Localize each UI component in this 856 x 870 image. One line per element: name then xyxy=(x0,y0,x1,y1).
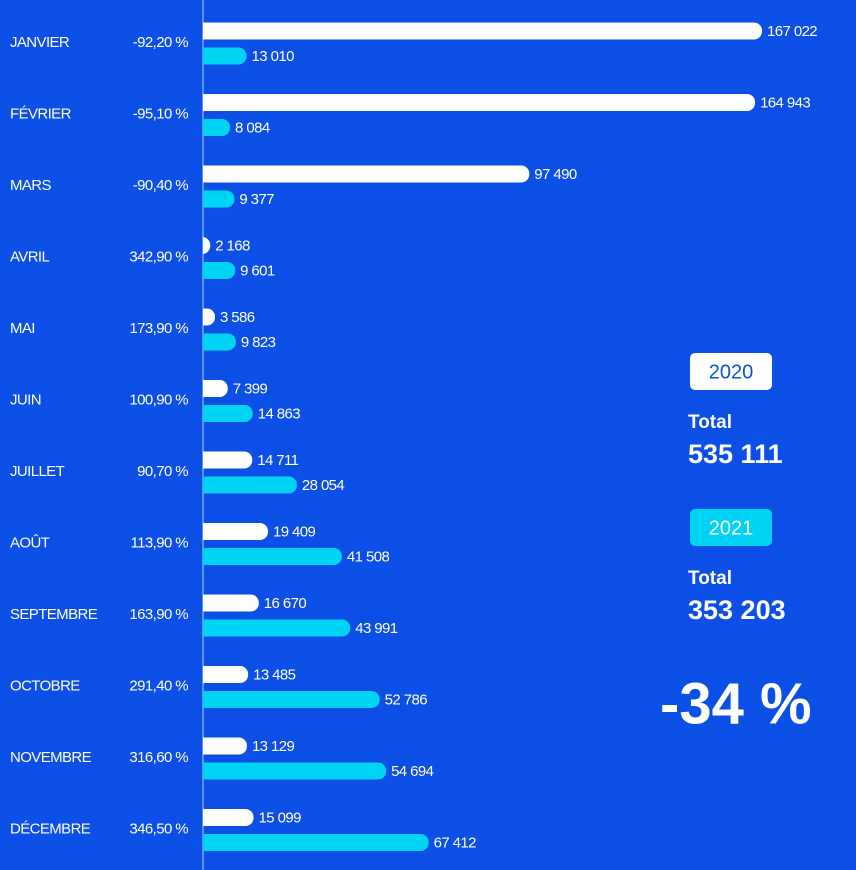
value-label: 8 084 xyxy=(235,119,270,136)
category-label: FÉVRIER xyxy=(10,105,72,122)
change-label: 346,50 % xyxy=(129,820,188,837)
change-label: 163,90 % xyxy=(129,606,188,623)
category-label: MAI xyxy=(10,320,35,337)
value-label: 3 586 xyxy=(220,309,255,326)
bar xyxy=(203,308,216,326)
bar xyxy=(203,809,254,826)
bar xyxy=(203,451,253,469)
total-label: Total xyxy=(688,568,732,589)
legend-swatch xyxy=(690,509,772,546)
bar xyxy=(203,666,249,683)
bar xyxy=(203,237,211,254)
value-label: 9 377 xyxy=(239,191,274,208)
bar xyxy=(203,834,429,851)
value-label: 16 670 xyxy=(264,595,307,612)
value-label: 54 694 xyxy=(391,763,434,780)
value-label: 7 399 xyxy=(233,380,268,397)
category-label: DÉCEMBRE xyxy=(10,820,91,837)
value-label: 9 601 xyxy=(240,262,275,279)
change-label: 173,90 % xyxy=(129,320,188,337)
total-value: 353 203 xyxy=(688,595,786,625)
value-label: 167 022 xyxy=(767,23,817,40)
total-label: Total xyxy=(688,412,732,433)
legend-label: 2021 xyxy=(709,517,754,539)
value-label: 43 991 xyxy=(355,620,398,637)
value-label: 52 786 xyxy=(385,691,428,708)
category-label: JUILLET xyxy=(10,463,65,480)
change-label: 90,70 % xyxy=(137,463,188,480)
change-label: -90,40 % xyxy=(133,177,188,194)
bar xyxy=(203,165,530,183)
bar xyxy=(203,523,268,540)
bar xyxy=(203,405,253,422)
value-label: 15 099 xyxy=(259,809,302,826)
value-label: 67 412 xyxy=(434,834,477,851)
category-label: AOÛT xyxy=(10,534,50,551)
category-label: AVRIL xyxy=(10,248,49,265)
category-label: JANVIER xyxy=(10,34,70,51)
bar xyxy=(203,119,231,136)
value-label: 14 863 xyxy=(258,405,301,422)
category-label: SEPTEMBRE xyxy=(10,606,98,623)
value-label: 97 490 xyxy=(534,166,577,183)
change-label: 342,90 % xyxy=(129,248,188,265)
value-label: 9 823 xyxy=(241,334,276,351)
bar xyxy=(203,22,763,40)
value-label: 13 485 xyxy=(253,666,296,683)
bar xyxy=(203,190,235,208)
change-label: 100,90 % xyxy=(129,391,188,408)
bar xyxy=(203,737,247,755)
bar xyxy=(203,333,236,351)
value-label: 28 054 xyxy=(302,477,345,494)
change-label: -92,20 % xyxy=(133,34,188,51)
bar xyxy=(203,476,297,494)
bar xyxy=(203,762,387,780)
legend-swatch xyxy=(690,353,772,390)
bar xyxy=(203,548,342,565)
value-label: 13 010 xyxy=(252,48,295,65)
value-label: 19 409 xyxy=(273,523,316,540)
category-label: MARS xyxy=(10,177,52,194)
category-label: JUIN xyxy=(10,391,41,408)
value-label: 41 508 xyxy=(347,548,390,565)
change-label: 113,90 % xyxy=(131,534,189,551)
value-label: 164 943 xyxy=(760,94,810,111)
total-value: 535 111 xyxy=(688,439,783,469)
summary: -34 % xyxy=(660,671,812,736)
bar xyxy=(203,380,228,397)
value-label: 14 711 xyxy=(257,452,298,469)
change-label: 291,40 % xyxy=(129,677,188,694)
legend-label: 2020 xyxy=(709,361,754,383)
bar xyxy=(203,594,259,612)
bar xyxy=(203,47,247,65)
category-label: NOVEMBRE xyxy=(10,749,92,766)
value-label: 13 129 xyxy=(252,738,295,755)
value-label: 2 168 xyxy=(215,237,250,254)
bar xyxy=(203,619,351,637)
bars xyxy=(203,22,763,851)
change-label: -95,10 % xyxy=(133,105,188,122)
bar xyxy=(203,262,236,279)
category-label: OCTOBRE xyxy=(10,677,80,694)
bar xyxy=(203,691,380,708)
change-label: 316,60 % xyxy=(129,749,188,766)
bar xyxy=(203,94,756,111)
